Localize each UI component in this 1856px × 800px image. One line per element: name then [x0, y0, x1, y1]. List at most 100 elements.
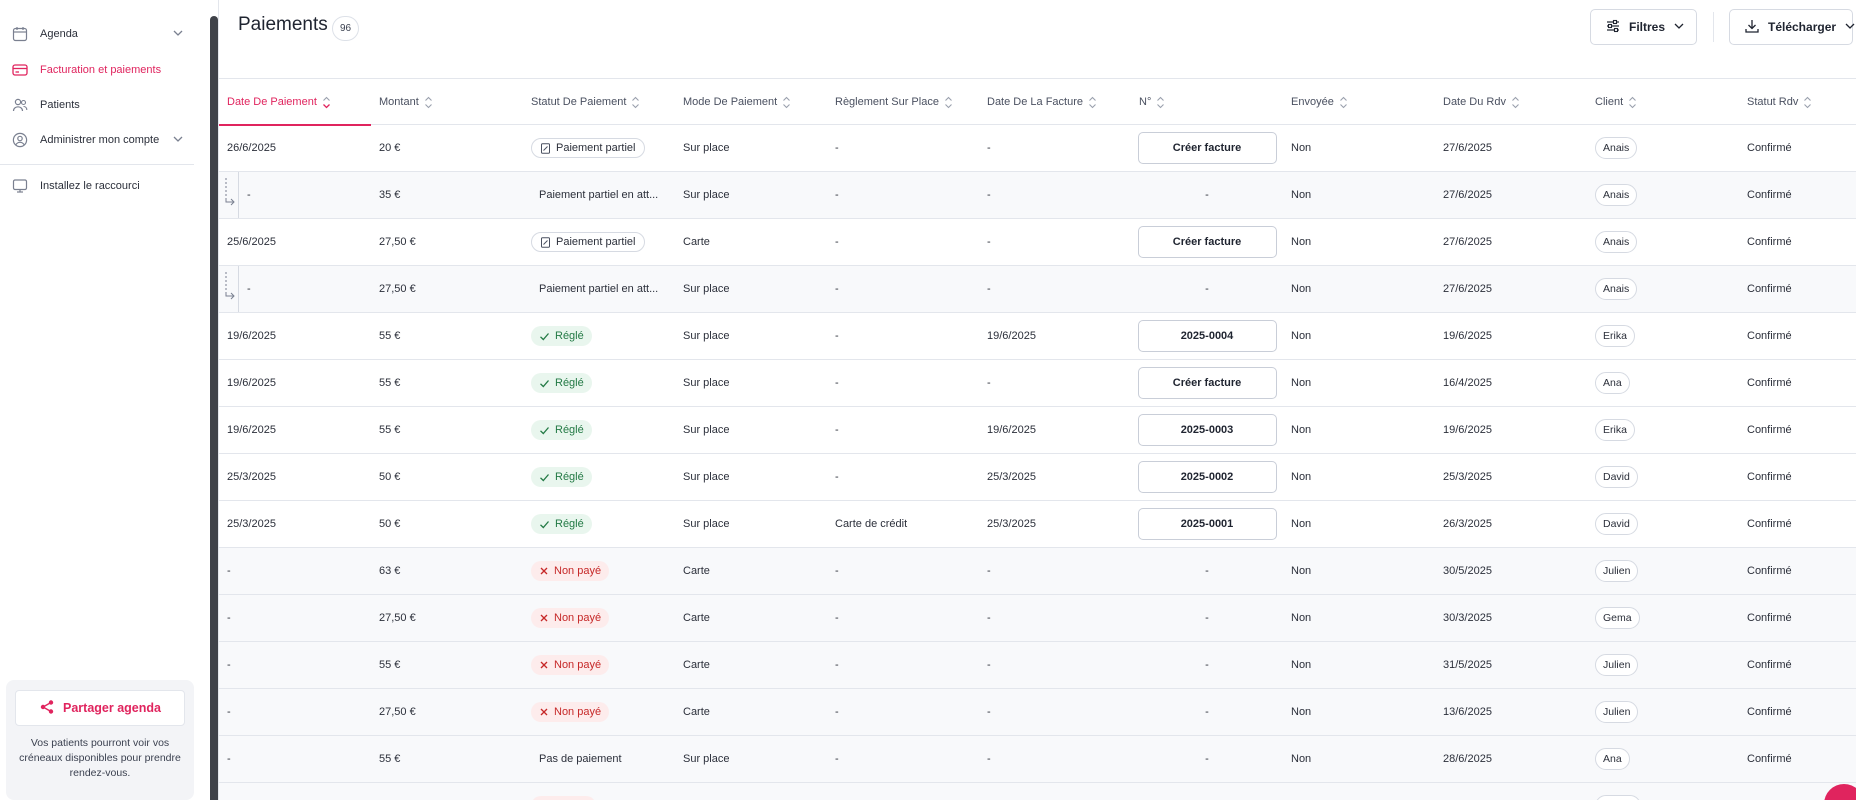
share-agenda-button[interactable]: Partager agenda [15, 690, 185, 726]
table-row[interactable]: - 55 € Pas de paiement Sur place - - - Non 28/6/… [219, 736, 1856, 783]
client-chip[interactable]: David [1595, 466, 1638, 488]
sort-icon[interactable] [1628, 96, 1637, 109]
create-invoice-button[interactable]: Créer facture [1137, 132, 1277, 164]
cell-rdv-status: Confirmé [1747, 424, 1792, 436]
chevron-down-icon[interactable] [172, 133, 184, 148]
column-header[interactable]: Date De Paiement [219, 79, 371, 126]
column-header[interactable]: Date Du Rdv [1435, 79, 1587, 125]
sidebar-scrollbar[interactable] [210, 16, 218, 800]
cell-status: Réglé [523, 407, 675, 453]
cell-sent: Non [1291, 565, 1312, 577]
sort-icon[interactable] [1511, 96, 1520, 109]
table-row[interactable]: 19/6/2025 55 € Réglé Sur place - 19/6/2025 202… [219, 407, 1856, 454]
sort-icon[interactable] [1803, 96, 1812, 109]
create-invoice-button[interactable]: Créer facture [1137, 367, 1277, 399]
client-chip[interactable]: Gisela [1595, 795, 1641, 800]
client-chip[interactable]: Julien [1595, 701, 1639, 723]
check-icon [539, 378, 550, 389]
table-row[interactable]: 19/6/2025 55 € Réglé Sur place - 19/6/2025 202… [219, 313, 1856, 360]
cell-reglement: Carte de crédit [835, 518, 908, 530]
sidebar-item-patients[interactable]: Patients [12, 93, 192, 117]
client-chip[interactable]: Erika [1595, 325, 1635, 347]
cell-mode: Sur place [683, 283, 730, 295]
payment-status-label: Paiement partiel en att... [539, 283, 659, 295]
payment-status-label: Paiement partiel [556, 236, 636, 248]
column-header[interactable]: Montant [371, 79, 523, 125]
cell-mode: Sur place [683, 142, 730, 154]
cell-rdv-status: Confirmé [1747, 518, 1792, 530]
client-chip[interactable]: Anais [1595, 278, 1638, 300]
cell-sent: Non [1291, 283, 1312, 295]
client-chip[interactable]: Anais [1595, 231, 1638, 253]
table-row[interactable]: - 55 € Non payé Carte - - - Non 31/5/2025 Julien C… [219, 642, 1856, 689]
column-header[interactable]: N° [1131, 79, 1283, 125]
subrow-arrow-icon [219, 266, 239, 312]
sort-icon[interactable] [782, 96, 791, 109]
cell-invoice-date: - [987, 377, 991, 389]
sidebar-item-account[interactable]: Administrer mon compte [12, 128, 192, 152]
column-header[interactable]: Règlement Sur Place [827, 79, 979, 125]
download-button[interactable]: Télécharger [1729, 9, 1855, 45]
invoice-number-button[interactable]: 2025-0002 [1137, 461, 1277, 493]
client-chip[interactable]: Anais [1595, 184, 1638, 206]
cell-date: 25/6/2025 [227, 236, 276, 248]
cell-sent: Non [1291, 659, 1312, 671]
table-subrow[interactable]: - 27,50 € Paiement partiel en att... Sur pl… [219, 266, 1856, 313]
table-body: 26/6/2025 20 € Paiement partiel Sur place - -… [219, 125, 1856, 800]
cell-mode: Carte [683, 565, 710, 577]
cell-rdv-status: Confirmé [1747, 189, 1792, 201]
column-header[interactable]: Date De La Facture [979, 79, 1131, 125]
client-chip[interactable]: Gema [1595, 607, 1640, 629]
client-chip[interactable]: Ana [1595, 748, 1630, 770]
cell-reglement: - [835, 189, 839, 201]
table-row[interactable]: - 27,50 € Non payé Carte - - - Non 13/6/2025 Juli… [219, 689, 1856, 736]
table-row[interactable]: -27,50 €AnnuléCarte---Non8/4/2025GiselaA… [219, 783, 1856, 800]
table-row[interactable]: 26/6/2025 20 € Paiement partiel Sur place - -… [219, 125, 1856, 172]
payment-status-label: Pas de paiement [539, 753, 622, 765]
client-chip[interactable]: Erika [1595, 419, 1635, 441]
client-chip[interactable]: Julien [1595, 560, 1639, 582]
invoice-number-button[interactable]: 2025-0003 [1137, 414, 1277, 446]
table-row[interactable]: - 27,50 € Non payé Carte - - - Non 30/3/2025 Gema… [219, 595, 1856, 642]
cell-reglement: - [827, 783, 979, 800]
help-fab-button[interactable] [1824, 784, 1856, 800]
x-icon [539, 566, 549, 576]
filters-button[interactable]: Filtres [1590, 9, 1697, 45]
sidebar-item-agenda[interactable]: Agenda [12, 22, 192, 46]
sort-icon[interactable] [322, 96, 331, 109]
sidebar-item-billing[interactable]: Facturation et paiements [12, 58, 192, 82]
table-row[interactable]: 19/6/2025 55 € Réglé Sur place - - Créer factu… [219, 360, 1856, 407]
client-chip[interactable]: Julien [1595, 654, 1639, 676]
cell-sent: Non [1291, 424, 1312, 436]
client-chip[interactable]: Ana [1595, 372, 1630, 394]
sort-icon[interactable] [1088, 96, 1097, 109]
sort-icon[interactable] [424, 96, 433, 109]
table-row[interactable]: 25/3/2025 50 € Réglé Sur place Carte de créd… [219, 501, 1856, 548]
client-chip[interactable]: David [1595, 513, 1638, 535]
sort-icon[interactable] [944, 96, 953, 109]
payment-status-badge: Pas de paiement [531, 749, 630, 769]
column-header[interactable]: Statut De Paiement [523, 79, 675, 125]
invoice-number-button[interactable]: 2025-0004 [1137, 320, 1277, 352]
payment-status-badge: Non payé [531, 608, 610, 628]
sort-icon[interactable] [1339, 96, 1348, 109]
create-invoice-button[interactable]: Créer facture [1137, 226, 1277, 258]
sidebar-item-install-shortcut[interactable]: Installez le raccourci [12, 174, 192, 198]
table-row[interactable]: 25/6/2025 27,50 € Paiement partiel Carte - - C… [219, 219, 1856, 266]
table-row[interactable]: 25/3/2025 50 € Réglé Sur place - 25/3/2025 202… [219, 454, 1856, 501]
table-subrow[interactable]: - 35 € Paiement partiel en att... Sur place… [219, 172, 1856, 219]
sort-icon[interactable] [1156, 96, 1165, 109]
table-row[interactable]: - 63 € Non payé Carte - - - Non 30/5/2025 Julien C… [219, 548, 1856, 595]
column-header[interactable]: Envoyée [1283, 79, 1435, 125]
cell-rdv: 27/6/2025 [1443, 236, 1492, 248]
invoice-number-button[interactable]: 2025-0001 [1137, 508, 1277, 540]
client-chip[interactable]: Anais [1595, 137, 1638, 159]
column-header[interactable]: Statut Rdv [1739, 79, 1856, 125]
chevron-down-icon[interactable] [172, 27, 184, 42]
download-icon [1744, 18, 1760, 37]
payment-status-badge: Annulé [531, 796, 597, 800]
user-circle-icon [12, 132, 28, 148]
sort-icon[interactable] [631, 96, 640, 109]
column-header[interactable]: Mode De Paiement [675, 79, 827, 125]
column-header[interactable]: Client [1587, 79, 1739, 125]
